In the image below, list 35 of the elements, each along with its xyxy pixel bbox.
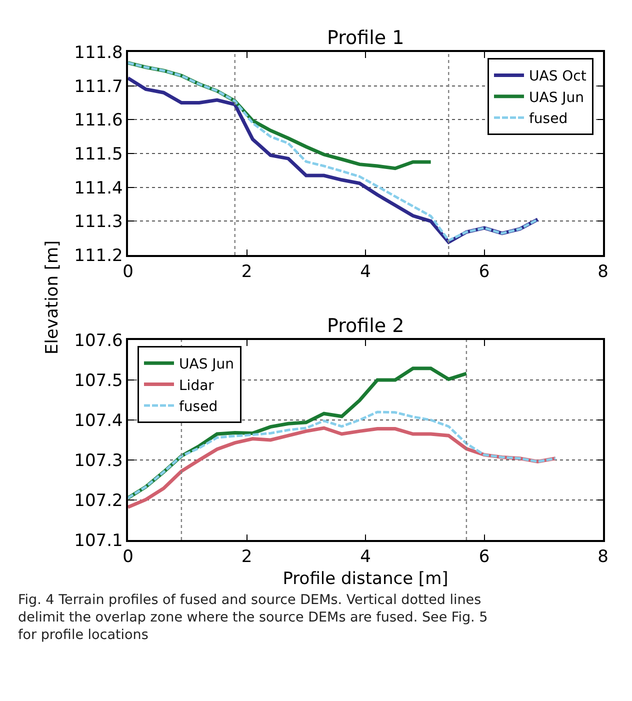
y-tick-label: 111.4 [74, 178, 123, 198]
x-tick-label: 8 [598, 547, 608, 568]
x-tick-label: 4 [360, 547, 371, 568]
y-tick-label: 111.2 [74, 246, 123, 266]
legend-label: UAS Jun [529, 90, 584, 106]
y-axis-title: Elevation [m] [42, 240, 62, 354]
x-tick-label: 2 [241, 547, 252, 568]
x-tick-label: 6 [478, 547, 490, 568]
x-tick-label: 2 [241, 262, 252, 282]
x-axis-title: Profile distance [m] [282, 569, 448, 590]
y-tick-label: 107.1 [74, 530, 123, 551]
line-series [128, 410, 557, 500]
x-tick-label: 0 [122, 547, 134, 568]
x-tick-label: 6 [478, 262, 490, 282]
y-tick-label: 111.3 [74, 212, 123, 232]
y-tick-label: 107.6 [74, 330, 123, 351]
legend-label: UAS Jun [179, 356, 234, 373]
legend-label: UAS Oct [529, 68, 587, 85]
y-tick-label: 107.3 [74, 450, 123, 471]
chart-title: Profile 1 [327, 27, 404, 49]
legend-label: fused [529, 111, 568, 128]
y-tick-label: 111.5 [74, 144, 123, 164]
legend-label: fused [179, 398, 218, 415]
y-tick-label: 111.7 [74, 76, 123, 97]
legend-label: Lidar [179, 378, 214, 394]
chart-title: Profile 2 [327, 315, 404, 337]
caption: Fig. 4 Terrain profiles of fused and source DEMs. Vertical dotted lines delimit the overlap zone where the source DEMs are fused. See Fig. 5 for profile locations [18, 592, 488, 644]
y-tick-label: 111.8 [74, 42, 123, 63]
x-tick-label: 8 [598, 262, 608, 282]
y-tick-label: 111.6 [74, 110, 123, 131]
y-tick-label: 107.2 [74, 490, 123, 511]
y-tick-label: 107.4 [74, 410, 123, 431]
y-tick-label: 107.5 [74, 370, 123, 391]
x-tick-label: 0 [122, 262, 134, 282]
x-tick-label: 4 [360, 262, 371, 282]
